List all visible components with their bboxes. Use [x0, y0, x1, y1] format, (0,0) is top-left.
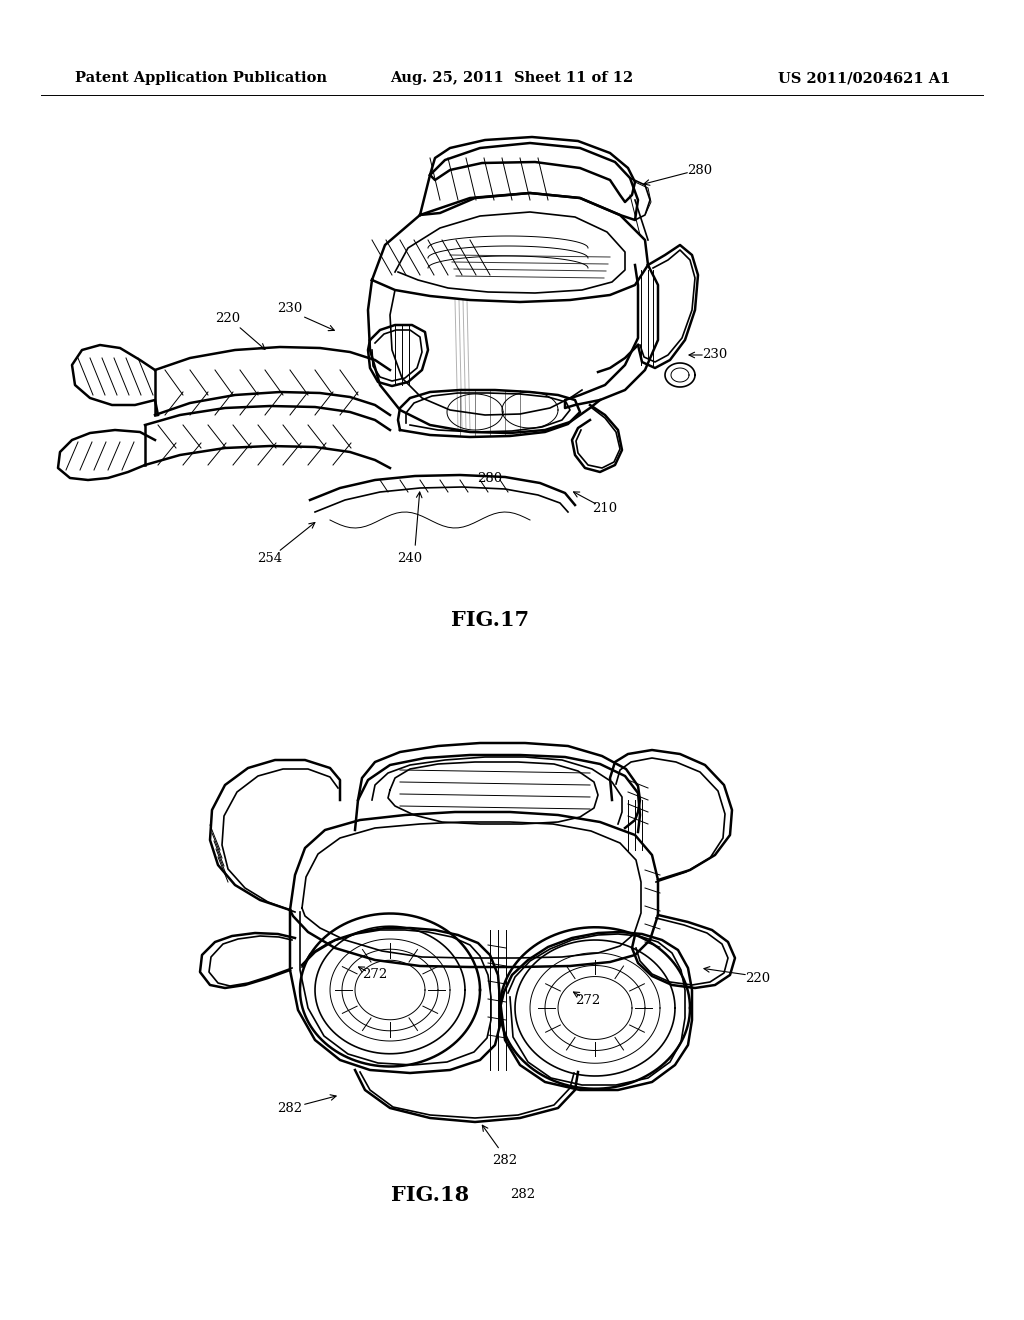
Text: Aug. 25, 2011  Sheet 11 of 12: Aug. 25, 2011 Sheet 11 of 12: [390, 71, 634, 84]
Text: 272: 272: [362, 969, 388, 982]
Text: FIG.18: FIG.18: [391, 1185, 469, 1205]
Text: 254: 254: [257, 552, 283, 565]
Text: 220: 220: [215, 312, 241, 325]
Text: 282: 282: [493, 1154, 517, 1167]
Text: 280: 280: [687, 164, 713, 177]
Text: Patent Application Publication: Patent Application Publication: [75, 71, 327, 84]
Text: FIG.17: FIG.17: [451, 610, 529, 630]
Text: 240: 240: [397, 552, 423, 565]
Text: 272: 272: [575, 994, 601, 1006]
Text: 280: 280: [477, 471, 503, 484]
Text: US 2011/0204621 A1: US 2011/0204621 A1: [777, 71, 950, 84]
Text: 282: 282: [510, 1188, 536, 1201]
Text: 220: 220: [745, 972, 771, 985]
Text: 230: 230: [278, 301, 303, 314]
Text: 282: 282: [278, 1101, 302, 1114]
Text: 230: 230: [702, 348, 728, 362]
Text: 210: 210: [593, 502, 617, 515]
